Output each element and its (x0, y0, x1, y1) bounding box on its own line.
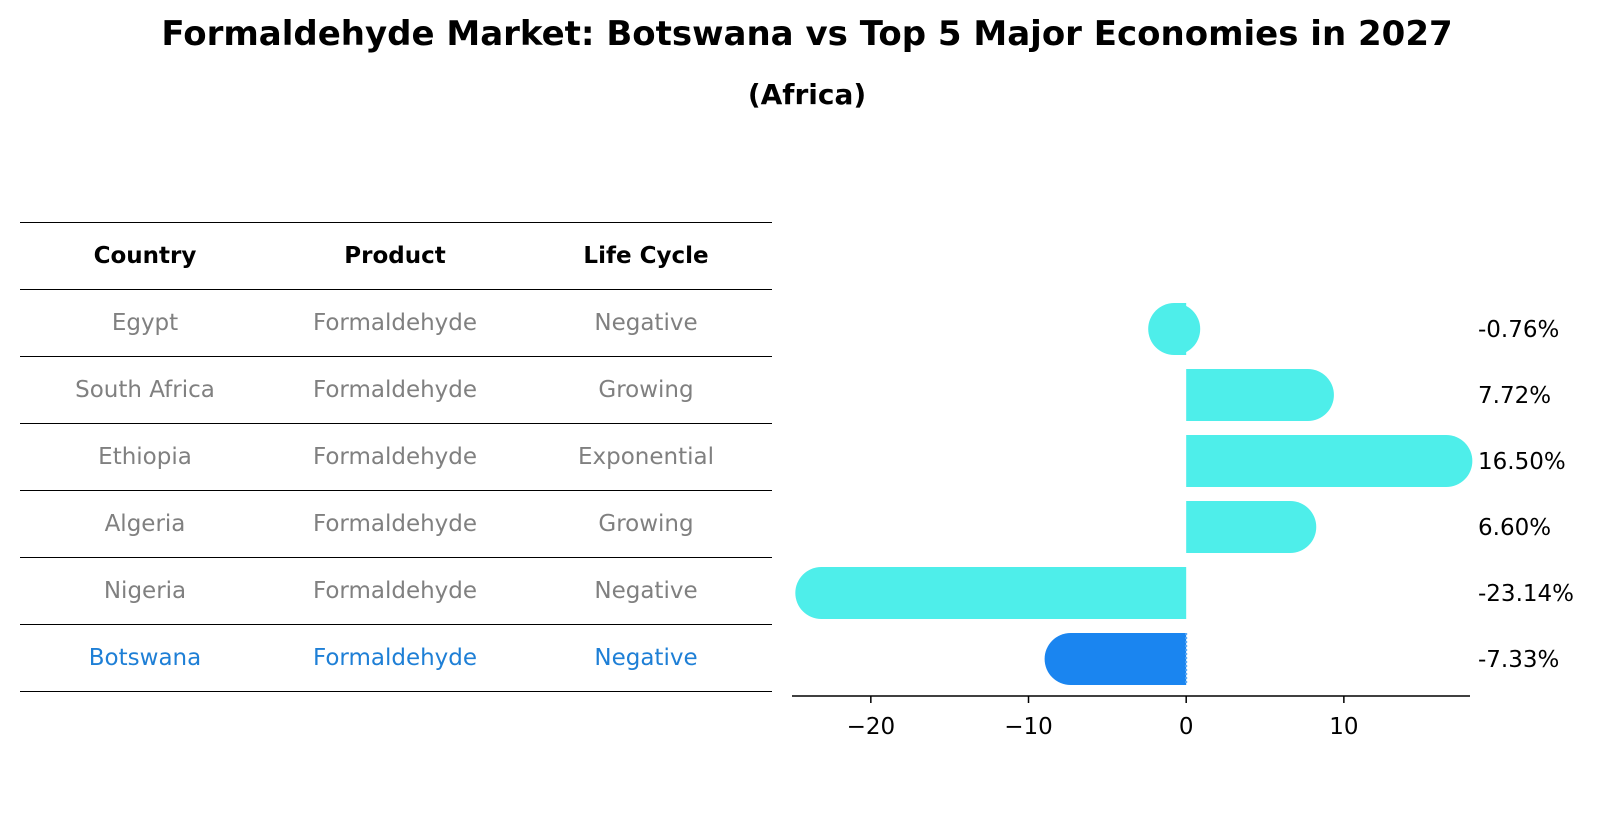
x-tick-label: 10 (1329, 714, 1358, 740)
chart-title: Formaldehyde Market: Botswana vs Top 5 M… (161, 14, 1453, 54)
bar-cap-nigeria (795, 567, 848, 619)
cell-country: Ethiopia (98, 444, 192, 470)
cell-product: Formaldehyde (312, 444, 478, 470)
header-country: Country (93, 243, 197, 269)
cell-life-cycle: Negative (594, 645, 698, 671)
cell-life-cycle: Exponential (577, 444, 714, 470)
bar-cap-ethiopia (1420, 435, 1473, 487)
comparison-table: Country Product Life Cycle Egypt Formald… (20, 222, 772, 692)
cell-country: Botswana (88, 645, 202, 671)
cell-life-cycle: Growing (598, 377, 694, 403)
bar-cap-egypt (1148, 303, 1201, 355)
table-row: Algeria Formaldehyde Growing (20, 490, 772, 557)
cell-country: Algeria (104, 511, 186, 537)
chart-subtitle: (Africa) (747, 78, 867, 111)
cell-life-cycle: Negative (594, 310, 698, 336)
cell-country: Egypt (111, 310, 179, 336)
data-label-ethiopia: 16.50% (1478, 449, 1566, 475)
x-tick-label: 0 (1179, 714, 1194, 740)
cell-life-cycle: Negative (594, 578, 698, 604)
table-header-row: Country Product Life Cycle (20, 222, 772, 289)
data-label-nigeria: -23.14% (1478, 581, 1574, 607)
cell-life-cycle: Growing (598, 511, 694, 537)
cell-product: Formaldehyde (312, 578, 478, 604)
cell-country: Nigeria (103, 578, 187, 604)
cell-country: South Africa (75, 377, 215, 403)
header-product: Product (344, 243, 446, 269)
table-row-highlight: Botswana Formaldehyde Negative (20, 624, 772, 692)
bar-cap-botswana (1044, 633, 1097, 685)
table-row: Egypt Formaldehyde Negative (20, 289, 772, 356)
cell-product: Formaldehyde (312, 310, 478, 336)
header-life-cycle: Life Cycle (583, 243, 709, 269)
x-tick-label: −10 (1004, 714, 1053, 740)
bar-cap-south-africa (1281, 369, 1334, 421)
bar-nigeria (821, 567, 1187, 619)
table-row: Ethiopia Formaldehyde Exponential (20, 423, 772, 490)
data-label-botswana: -7.33% (1478, 647, 1559, 673)
cell-product: Formaldehyde (312, 511, 478, 537)
bar-ethiopia (1186, 435, 1447, 487)
data-label-egypt: -0.76% (1478, 317, 1559, 343)
data-label-south-africa: 7.72% (1478, 383, 1551, 409)
bar-cap-algeria (1264, 501, 1317, 553)
cell-product: Formaldehyde (312, 645, 478, 671)
cell-product: Formaldehyde (312, 377, 478, 403)
x-tick-label: −20 (847, 714, 896, 740)
data-label-algeria: 6.60% (1478, 515, 1551, 541)
table-row: South Africa Formaldehyde Growing (20, 356, 772, 423)
table-row: Nigeria Formaldehyde Negative (20, 557, 772, 624)
